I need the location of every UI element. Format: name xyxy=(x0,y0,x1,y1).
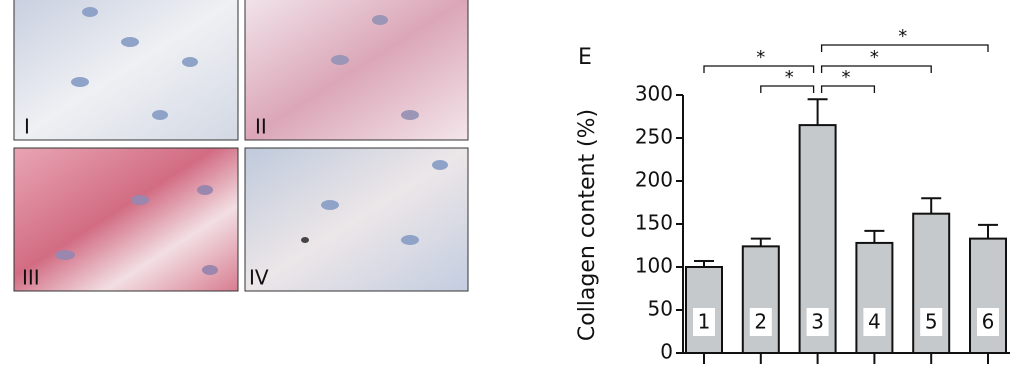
y-tick-label: 50 xyxy=(648,297,673,321)
significance-bracket xyxy=(820,65,932,73)
category-label: 2 xyxy=(754,310,767,334)
y-tick-label: 150 xyxy=(635,211,673,235)
y-tick-label: 300 xyxy=(635,82,673,106)
error-bar xyxy=(694,259,714,267)
y-axis-label: Collagen content (%) xyxy=(575,109,600,341)
image-panel: II xyxy=(244,0,469,141)
category-label: 4 xyxy=(868,310,881,334)
y-tick-label: 250 xyxy=(635,125,673,149)
category-label: 3 xyxy=(811,310,824,334)
significance-label: * xyxy=(785,67,794,88)
significance-bracket xyxy=(820,85,876,93)
error-bar xyxy=(807,98,828,126)
image-panel: III xyxy=(13,147,239,292)
panel-title: E xyxy=(578,45,592,70)
image-panel: IV xyxy=(244,147,469,292)
panel-label: III xyxy=(22,266,40,290)
image-panel: I xyxy=(13,0,239,141)
label-box xyxy=(693,308,715,336)
label-box xyxy=(749,308,772,336)
panel-label: II xyxy=(255,115,267,139)
significance-label: * xyxy=(898,26,907,47)
error-bar xyxy=(921,197,942,214)
label-box xyxy=(863,308,886,336)
significance-bracket xyxy=(820,44,989,52)
label-box xyxy=(920,308,943,336)
significance-bracket xyxy=(703,65,815,73)
error-bar xyxy=(750,237,771,247)
significance-label: * xyxy=(756,47,765,68)
label-box xyxy=(977,308,999,336)
category-label: 6 xyxy=(982,310,995,334)
y-tick-label: 200 xyxy=(635,168,673,192)
significance-label: * xyxy=(842,67,851,88)
category-label: 1 xyxy=(698,310,711,334)
error-bar xyxy=(978,223,998,239)
panel-label: IV xyxy=(249,266,269,290)
error-bar xyxy=(864,229,885,243)
y-tick-label: 0 xyxy=(660,340,673,364)
label-box xyxy=(806,308,829,336)
significance-label: * xyxy=(870,47,879,68)
bar xyxy=(855,241,894,354)
category-label: 5 xyxy=(925,310,938,334)
y-tick-label: 100 xyxy=(635,254,673,278)
panel-label: I xyxy=(24,115,30,139)
significance-bracket xyxy=(760,85,815,93)
bar xyxy=(741,245,780,354)
